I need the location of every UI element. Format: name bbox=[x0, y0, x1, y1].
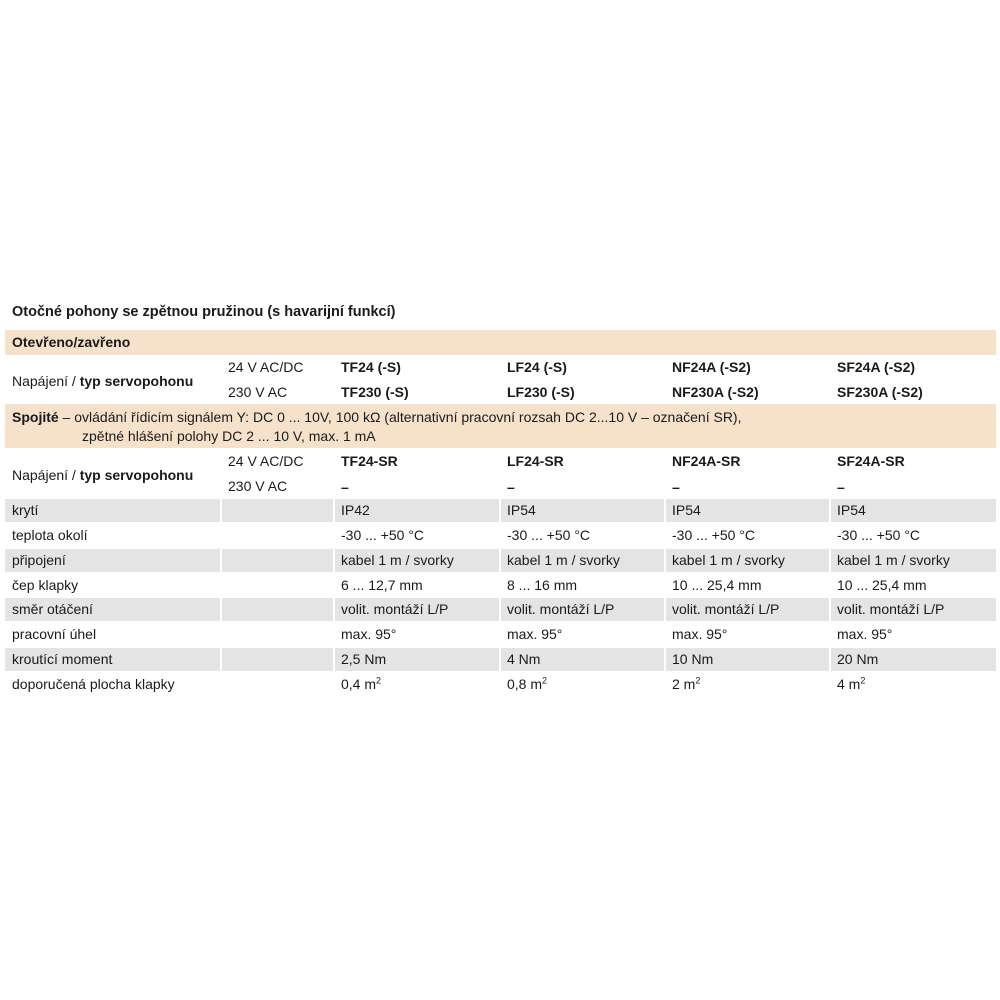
spec-value: 2,5 Nm bbox=[341, 651, 387, 667]
section-modulating-description: Spojité – ovládání řídicím signálem Y: D… bbox=[12, 408, 992, 446]
spec-label-torque: kroutící moment bbox=[12, 651, 113, 667]
spec-value: 4 m2 bbox=[837, 675, 866, 692]
spec-value: IP54 bbox=[672, 502, 701, 518]
spec-value: max. 95° bbox=[507, 626, 563, 642]
section-open-close-label: Otevřeno/zavřeno bbox=[12, 334, 131, 350]
spec-label-protection: krytí bbox=[12, 502, 39, 518]
spec-value: kabel 1 m / svorky bbox=[341, 552, 454, 568]
voltage-230-label-2: 230 V AC bbox=[228, 478, 288, 494]
description-line-2: zpětné hlášení polohy DC 2 ... 10 V, max… bbox=[82, 428, 376, 444]
model-sr-nf: NF24A-SR bbox=[672, 453, 741, 469]
spec-value: volit. montáží L/P bbox=[837, 601, 945, 617]
section-modulating-label: Spojité bbox=[12, 409, 59, 425]
model-24-lf: LF24 (-S) bbox=[507, 359, 567, 375]
spec-value: max. 95° bbox=[837, 626, 893, 642]
spec-label-area: doporučená plocha klapky bbox=[12, 676, 175, 692]
spec-value: 10 ... 25,4 mm bbox=[837, 577, 927, 593]
spec-value: 20 Nm bbox=[837, 651, 879, 667]
spec-label-angle: pracovní úhel bbox=[12, 626, 97, 642]
supply-label-1: Napájení / typ servopohonu bbox=[12, 373, 194, 389]
model-sr-230-nf: – bbox=[672, 479, 680, 495]
model-sr-230-tf: – bbox=[341, 479, 349, 495]
table-title: Otočné pohony se zpětnou pružinou (s hav… bbox=[12, 304, 396, 320]
spec-value: -30 ... +50 °C bbox=[507, 527, 591, 543]
voltage-24-label-1: 24 V AC/DC bbox=[228, 359, 304, 375]
model-sr-230-lf: – bbox=[507, 479, 515, 495]
spec-value: max. 95° bbox=[672, 626, 728, 642]
model-sr-230-sf: – bbox=[837, 479, 845, 495]
spec-value: kabel 1 m / svorky bbox=[507, 552, 620, 568]
spec-value: 2 m2 bbox=[672, 675, 701, 692]
spec-value: kabel 1 m / svorky bbox=[837, 552, 950, 568]
section-header-modulating bbox=[5, 404, 996, 448]
spec-value: IP54 bbox=[837, 502, 866, 518]
model-24-tf: TF24 (-S) bbox=[341, 359, 401, 375]
spec-value: volit. montáží L/P bbox=[672, 601, 780, 617]
spec-value: kabel 1 m / svorky bbox=[672, 552, 785, 568]
spec-value: -30 ... +50 °C bbox=[672, 527, 756, 543]
model-230-nf: NF230A (-S2) bbox=[672, 384, 759, 400]
supply-label-2: Napájení / typ servopohonu bbox=[12, 467, 194, 483]
spec-value: 8 ... 16 mm bbox=[507, 577, 578, 593]
model-sr-lf: LF24-SR bbox=[507, 453, 564, 469]
model-sr-tf: TF24-SR bbox=[341, 453, 398, 469]
spec-value: 6 ... 12,7 mm bbox=[341, 577, 423, 593]
spec-value: volit. montáží L/P bbox=[507, 601, 615, 617]
spec-label-shaft: čep klapky bbox=[12, 577, 79, 593]
spec-label-connection: připojení bbox=[12, 552, 66, 568]
model-sr-sf: SF24A-SR bbox=[837, 453, 905, 469]
spec-label-temperature: teplota okolí bbox=[12, 527, 88, 543]
spec-value: 10 Nm bbox=[672, 651, 714, 667]
voltage-230-label-1: 230 V AC bbox=[228, 384, 288, 400]
spec-value: IP42 bbox=[341, 502, 370, 518]
spec-value: max. 95° bbox=[341, 626, 397, 642]
spec-value: 0,8 m2 bbox=[507, 675, 548, 692]
spec-value: IP54 bbox=[507, 502, 536, 518]
spec-value: 4 Nm bbox=[507, 651, 541, 667]
model-230-lf: LF230 (-S) bbox=[507, 384, 575, 400]
spec-label-rotation: směr otáčení bbox=[12, 601, 93, 617]
description-line-1: – ovládání řídicím signálem Y: DC 0 ... … bbox=[58, 409, 742, 425]
voltage-24-label-2: 24 V AC/DC bbox=[228, 453, 304, 469]
spec-value: 10 ... 25,4 mm bbox=[672, 577, 762, 593]
spec-value: -30 ... +50 °C bbox=[341, 527, 425, 543]
model-24-sf: SF24A (-S2) bbox=[837, 359, 916, 375]
model-230-tf: TF230 (-S) bbox=[341, 384, 409, 400]
spec-value: 0,4 m2 bbox=[341, 675, 382, 692]
model-24-nf: NF24A (-S2) bbox=[672, 359, 751, 375]
section-header-open-close bbox=[5, 330, 996, 355]
model-230-sf: SF230A (-S2) bbox=[837, 384, 923, 400]
spec-value: volit. montáží L/P bbox=[341, 601, 449, 617]
spec-value: -30 ... +50 °C bbox=[837, 527, 921, 543]
